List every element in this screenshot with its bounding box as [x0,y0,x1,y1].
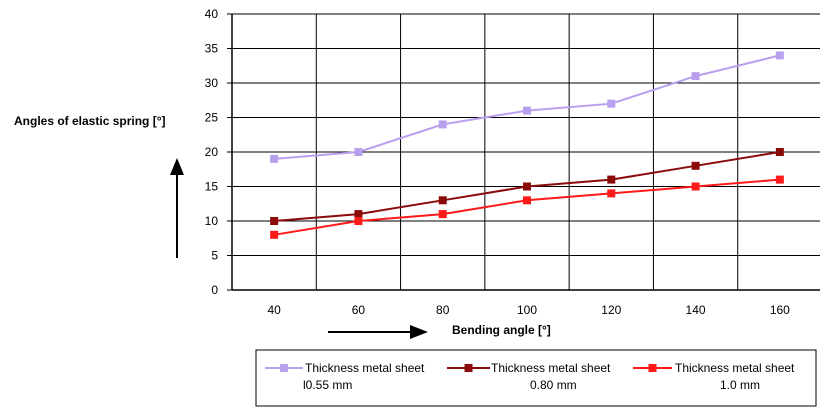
data-point [270,217,279,225]
x-tick-label: 160 [770,303,790,317]
y-axis-arrow [170,158,184,258]
legend-label-line1: Thickness metal sheet [675,361,795,375]
data-point [607,99,616,108]
y-tick-label: 0 [211,283,218,297]
legend-item-2: Thickness metal sheet 0.80 mm [447,361,611,392]
y-tick-label: 15 [205,180,219,194]
axes [227,13,820,291]
legend-label-line1: Thickness metal sheet [305,361,425,375]
legend-label-line2: 1.0 mm [720,378,760,392]
grid-lines [231,13,820,291]
data-point [523,106,531,115]
legend-label-line2: 0.80 mm [530,378,577,392]
data-point [691,182,700,191]
data-point [775,51,784,60]
x-tick-label: 80 [436,303,450,317]
y-tick-label: 25 [205,111,219,125]
legend-label-line2: l0.55 mm [303,378,352,392]
data-point [691,161,700,170]
y-tick-label: 30 [205,76,219,90]
x-tick-labels: 40 60 80 100 120 140 160 [267,303,790,317]
data-point [523,182,531,191]
data-point [438,196,447,205]
legend-item-3: Thickness metal sheet 1.0 mm [633,361,795,392]
data-point [438,210,447,219]
y-tick-label: 35 [205,42,219,56]
data-point [354,210,363,219]
legend-box [255,349,817,407]
legend-item-1: Thickness metal sheet l0.55 mm [265,361,425,392]
data-point [270,154,279,163]
y-tick-label: 40 [205,7,219,21]
x-tick-label: 140 [686,303,706,317]
x-tick-label: 100 [517,303,537,317]
data-point [354,217,363,225]
x-axis-arrow [328,325,428,339]
y-tick-label: 20 [205,145,219,159]
x-axis-label: Bending angle [°] [452,323,551,337]
legend-swatch-marker [464,364,473,372]
legend-swatch-marker [648,364,657,372]
legend-swatch-marker [280,364,288,372]
x-tick-label: 60 [352,303,366,317]
data-point [607,189,616,198]
legend-label-line1: Thickness metal sheet [491,361,611,375]
x-tick-label: 40 [267,303,281,317]
data-point [775,175,784,184]
y-tick-labels: 0 5 10 15 20 25 30 35 40 [205,7,219,297]
data-point [270,230,279,239]
data-point [691,72,700,81]
y-tick-label: 5 [211,249,218,263]
data-point [775,148,784,156]
data-point [354,148,363,156]
x-tick-label: 120 [601,303,621,317]
y-tick-label: 10 [205,214,219,228]
data-point [438,120,447,129]
data-point [607,175,616,184]
y-axis-label: Angles of elastic spring [°] [14,114,166,128]
data-point [523,196,531,205]
series-group [270,51,784,239]
